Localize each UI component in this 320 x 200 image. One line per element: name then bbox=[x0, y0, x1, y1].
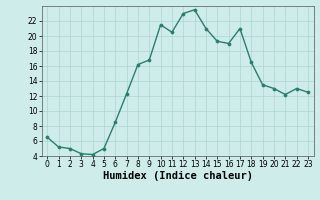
X-axis label: Humidex (Indice chaleur): Humidex (Indice chaleur) bbox=[103, 171, 252, 181]
